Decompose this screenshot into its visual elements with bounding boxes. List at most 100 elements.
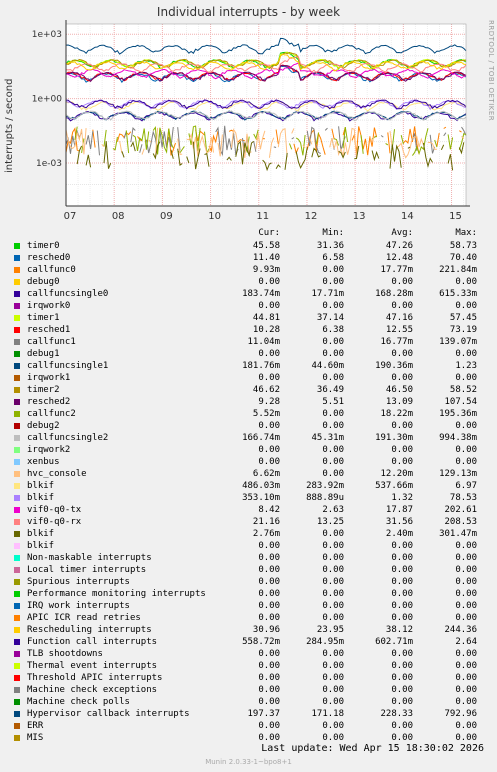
legend-series-name: Machine check exceptions bbox=[27, 685, 158, 695]
legend-min-value: 0.00 bbox=[322, 613, 344, 623]
legend-min-value: 5.51 bbox=[322, 397, 344, 407]
legend-max-value: 73.19 bbox=[449, 325, 477, 335]
legend-avg-value: 0.00 bbox=[391, 553, 413, 563]
legend-row: vif0-q0-tx 8.42 2.63 17.87 202.61 bbox=[0, 504, 497, 516]
legend-swatch bbox=[14, 243, 20, 249]
legend-avg-value: 46.50 bbox=[385, 385, 413, 395]
legend-series-name: TLB shootdowns bbox=[27, 649, 103, 659]
legend-cur-value: 0.00 bbox=[258, 577, 280, 587]
legend-max-value: 0.00 bbox=[455, 373, 477, 383]
legend-avg-value: 0.00 bbox=[391, 733, 413, 743]
legend-avg-value: 0.00 bbox=[391, 457, 413, 467]
legend-max-value: 0.00 bbox=[455, 589, 477, 599]
chart-plot: 1e+03 1e+00 1e-03 07 08 09 10 11 12 13 14 15 bbox=[32, 20, 470, 222]
legend-min-value: 0.00 bbox=[322, 421, 344, 431]
legend-avg-value: 0.00 bbox=[391, 577, 413, 587]
legend-avg-value: 0.00 bbox=[391, 673, 413, 683]
legend-swatch bbox=[14, 387, 20, 393]
y-tick-label: 1e+00 bbox=[32, 95, 63, 105]
legend-cur-value: 21.16 bbox=[252, 517, 280, 527]
legend-max-value: 0.00 bbox=[455, 733, 477, 743]
legend-swatch bbox=[14, 663, 20, 669]
legend-swatch bbox=[14, 279, 20, 285]
series-line bbox=[76, 140, 465, 172]
legend-avg-value: 1.32 bbox=[391, 493, 413, 503]
legend-avg-value: 16.77m bbox=[380, 337, 413, 347]
legend-min-value: 0.00 bbox=[322, 445, 344, 455]
legend-min-value: 23.95 bbox=[316, 625, 344, 635]
legend-avg-value: 191.30m bbox=[375, 433, 413, 443]
legend-min-value: 13.25 bbox=[316, 517, 344, 527]
legend-swatch bbox=[14, 675, 20, 681]
legend-avg-value: 0.00 bbox=[391, 601, 413, 611]
legend-swatch bbox=[14, 591, 20, 597]
legend-series-name: Hypervisor callback interrupts bbox=[27, 709, 190, 719]
legend-max-value: 139.07m bbox=[439, 337, 477, 347]
legend-max-value: 0.00 bbox=[455, 661, 477, 671]
legend-series-name: irqwork1 bbox=[27, 373, 71, 383]
legend-max-value: 221.84m bbox=[439, 265, 477, 275]
legend-swatch bbox=[14, 303, 20, 309]
legend-row: MIS 0.00 0.00 0.00 0.00 bbox=[0, 732, 497, 744]
legend-row: callfuncsingle1 181.76m 44.60m 190.36m 1.23 bbox=[0, 360, 497, 372]
legend-swatch bbox=[14, 567, 20, 573]
legend-avg-value: 0.00 bbox=[391, 301, 413, 311]
legend-swatch bbox=[14, 615, 20, 621]
legend-min-value: 0.00 bbox=[322, 469, 344, 479]
legend-avg-value: 0.00 bbox=[391, 277, 413, 287]
legend-avg-value: 0.00 bbox=[391, 349, 413, 359]
legend-avg-value: 0.00 bbox=[391, 649, 413, 659]
legend-max-value: 107.54 bbox=[444, 397, 477, 407]
legend-row: blkif 486.03m 283.92m 537.66m 6.97 bbox=[0, 480, 497, 492]
legend-swatch bbox=[14, 579, 20, 585]
legend-cur-value: 46.62 bbox=[252, 385, 280, 395]
legend-max-value: 1.23 bbox=[455, 361, 477, 371]
legend-max-value: 244.36 bbox=[444, 625, 477, 635]
legend-cur-value: 0.00 bbox=[258, 673, 280, 683]
legend-row: blkif 2.76m 0.00 2.40m 301.47m bbox=[0, 528, 497, 540]
legend-avg-value: 12.20m bbox=[380, 469, 413, 479]
legend-max-value: 0.00 bbox=[455, 721, 477, 731]
legend-min-value: 283.92m bbox=[306, 481, 344, 491]
legend-series-name: callfuncsingle1 bbox=[27, 361, 109, 371]
legend-row: TLB shootdowns 0.00 0.00 0.00 0.00 bbox=[0, 648, 497, 660]
legend-swatch bbox=[14, 627, 20, 633]
legend-row: Function call interrupts 558.72m 284.95m 60… bbox=[0, 636, 497, 648]
legend-row: Non-maskable interrupts 0.00 0.00 0.00 0.00 bbox=[0, 552, 497, 564]
legend-min-value: 0.00 bbox=[322, 409, 344, 419]
legend-cur-value: 0.00 bbox=[258, 421, 280, 431]
legend-cur-value: 6.62m bbox=[252, 469, 280, 479]
legend-min-value: 0.00 bbox=[322, 685, 344, 695]
legend-swatch bbox=[14, 423, 20, 429]
legend-min-value: 0.00 bbox=[322, 601, 344, 611]
legend-series-name: Function call interrupts bbox=[27, 637, 158, 647]
legend-cur-value: 0.00 bbox=[258, 553, 280, 563]
legend-avg-value: 38.12 bbox=[385, 625, 413, 635]
legend-row: callfuncsingle2 166.74m 45.31m 191.30m 994.3… bbox=[0, 432, 497, 444]
legend-cur-value: 2.76m bbox=[252, 529, 280, 539]
legend-cur-value: 11.40 bbox=[252, 253, 280, 263]
legend-swatch bbox=[14, 507, 20, 513]
legend-cur-value: 0.00 bbox=[258, 649, 280, 659]
legend-cur-value: 0.00 bbox=[258, 301, 280, 311]
legend-swatch bbox=[14, 291, 20, 297]
legend-cur-value: 181.76m bbox=[242, 361, 280, 371]
legend-cur-value: 10.28 bbox=[252, 325, 280, 335]
legend-series-name: vif0-q0-rx bbox=[27, 517, 82, 527]
legend-min-value: 44.60m bbox=[311, 361, 344, 371]
legend-min-value: 0.00 bbox=[322, 457, 344, 467]
legend-row: ERR 0.00 0.00 0.00 0.00 bbox=[0, 720, 497, 732]
legend-row: Hypervisor callback interrupts 197.37 171.… bbox=[0, 708, 497, 720]
legend-series-name: callfunc0 bbox=[27, 265, 76, 275]
legend-series-name: blkif bbox=[27, 529, 55, 539]
legend-series-name: Non-maskable interrupts bbox=[27, 553, 152, 563]
legend-cur-value: 11.04m bbox=[247, 337, 280, 347]
legend-swatch bbox=[14, 555, 20, 561]
legend-max-value: 0.00 bbox=[455, 565, 477, 575]
legend-row: Performance monitoring interrupts 0.00 0.0… bbox=[0, 588, 497, 600]
legend-cur-value: 0.00 bbox=[258, 661, 280, 671]
legend-row: callfunc0 9.93m 0.00 17.77m 221.84m bbox=[0, 264, 497, 276]
legend-swatch bbox=[14, 315, 20, 321]
x-tick-label: 10 bbox=[208, 211, 221, 222]
series-line bbox=[65, 99, 467, 110]
